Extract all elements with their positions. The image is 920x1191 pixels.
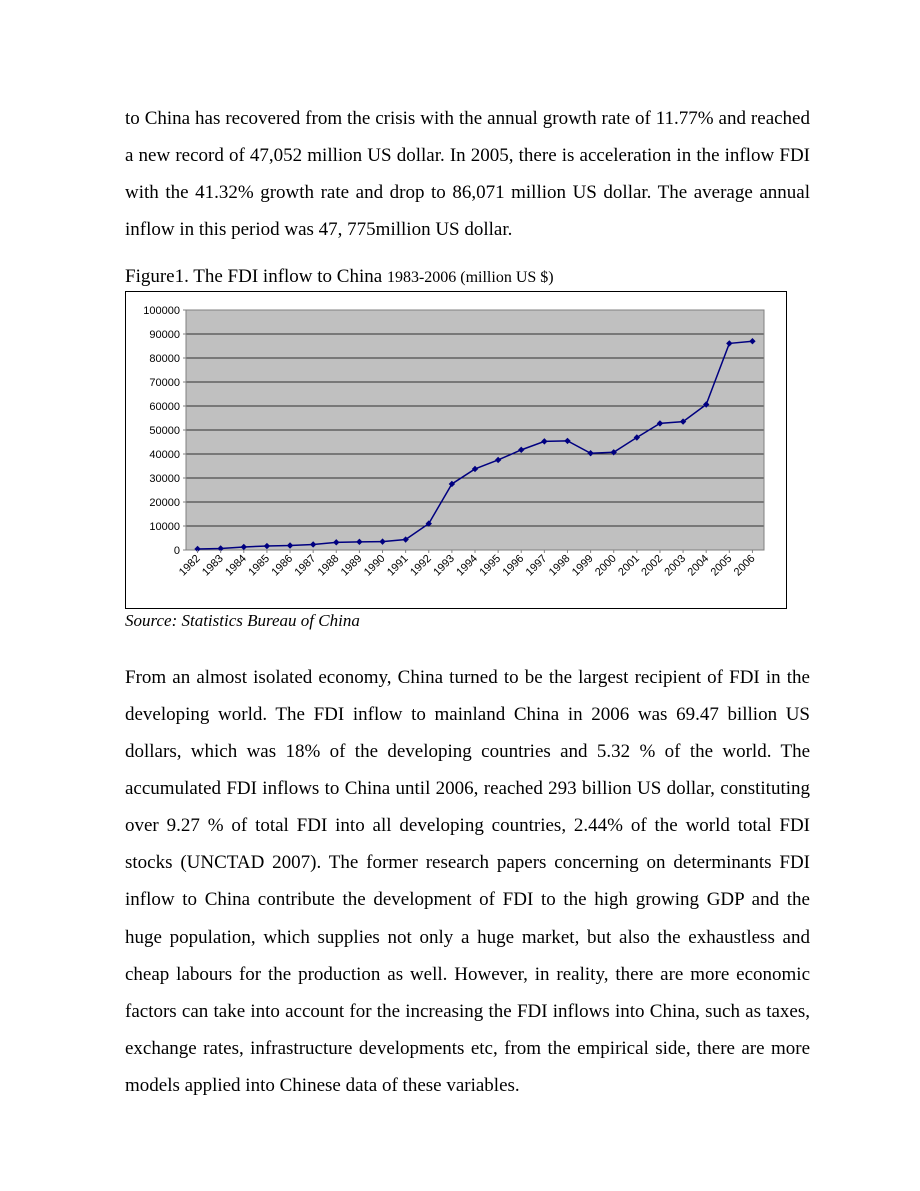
figure-caption-main: Figure1. The FDI inflow to China: [125, 266, 387, 287]
svg-text:1991: 1991: [385, 553, 411, 579]
chart-container: 0 10000 20000 30000 40000 50000 60000 70000 8000…: [125, 291, 787, 609]
svg-text:2000: 2000: [593, 553, 619, 579]
svg-text:1984: 1984: [223, 553, 249, 579]
svg-text:1989: 1989: [339, 553, 365, 579]
svg-text:1998: 1998: [547, 553, 573, 579]
svg-text:80000: 80000: [149, 353, 180, 365]
svg-text:2005: 2005: [709, 553, 735, 579]
paragraph-2: From an almost isolated economy, China t…: [125, 659, 810, 1104]
svg-text:1983: 1983: [200, 553, 226, 579]
fdi-chart: 0 10000 20000 30000 40000 50000 60000 70000 8000…: [136, 302, 776, 602]
svg-text:40000: 40000: [149, 449, 180, 461]
svg-text:1995: 1995: [477, 553, 503, 579]
figure-caption: Figure1. The FDI inflow to China 1983-20…: [125, 266, 810, 288]
svg-text:1996: 1996: [501, 553, 527, 579]
svg-text:70000: 70000: [149, 377, 180, 389]
paragraph-1: to China has recovered from the crisis w…: [125, 100, 810, 248]
svg-text:1990: 1990: [362, 553, 388, 579]
svg-text:50000: 50000: [149, 425, 180, 437]
svg-text:30000: 30000: [149, 473, 180, 485]
svg-text:2003: 2003: [662, 553, 688, 579]
svg-text:1987: 1987: [292, 553, 318, 579]
svg-text:1986: 1986: [269, 553, 295, 579]
svg-text:100000: 100000: [143, 305, 180, 317]
svg-text:0: 0: [174, 545, 180, 557]
svg-text:2001: 2001: [616, 553, 642, 579]
svg-text:1985: 1985: [246, 553, 272, 579]
svg-text:1999: 1999: [570, 553, 596, 579]
svg-text:1982: 1982: [177, 553, 203, 579]
svg-text:1994: 1994: [454, 553, 480, 579]
svg-text:1992: 1992: [408, 553, 434, 579]
svg-text:90000: 90000: [149, 329, 180, 341]
svg-text:20000: 20000: [149, 497, 180, 509]
svg-text:2002: 2002: [639, 553, 665, 579]
svg-text:2004: 2004: [686, 553, 712, 579]
svg-text:60000: 60000: [149, 401, 180, 413]
svg-text:1993: 1993: [431, 553, 457, 579]
svg-text:1997: 1997: [524, 553, 550, 579]
figure-source: Source: Statistics Bureau of China: [125, 611, 810, 631]
svg-text:2006: 2006: [732, 553, 758, 579]
figure-caption-sub: 1983-2006 (million US $): [387, 269, 554, 286]
svg-text:1988: 1988: [316, 553, 342, 579]
svg-text:10000: 10000: [149, 521, 180, 533]
